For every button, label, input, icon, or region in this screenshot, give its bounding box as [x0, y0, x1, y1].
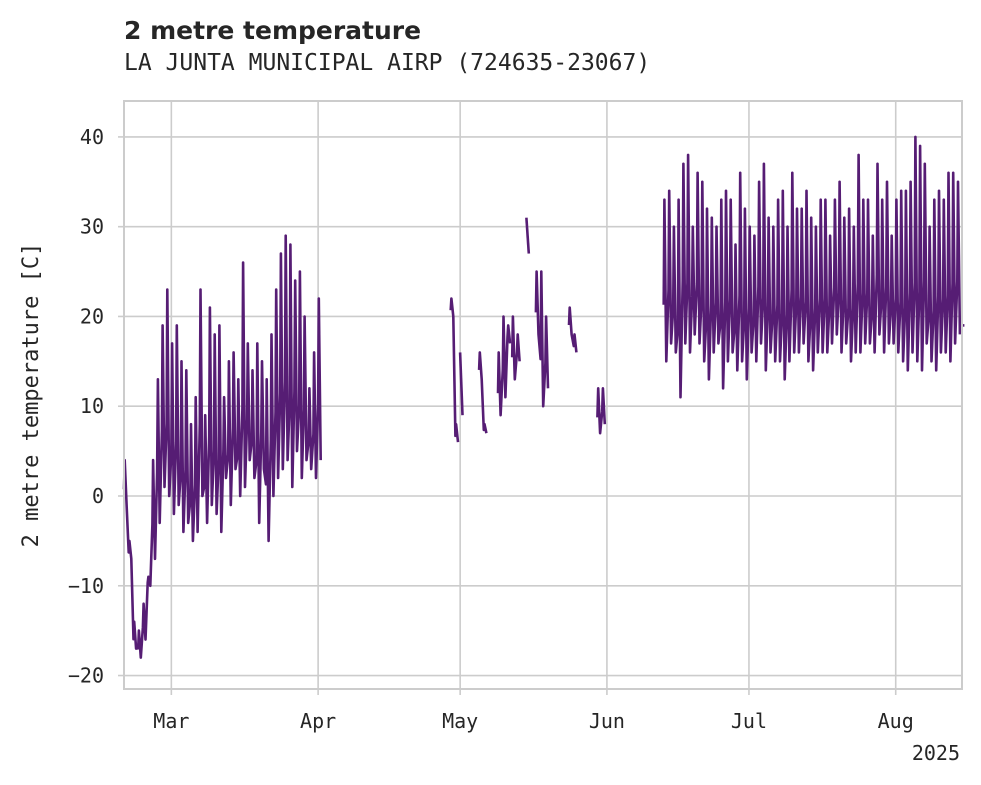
temperature-line-segment — [534, 270, 550, 408]
axis-ticks: −20 −10 0 10 20 30 40 Mar Apr May Jun Jul Aug — [68, 125, 914, 733]
x-tick-label: Jun — [589, 709, 625, 733]
chart-title: 2 metre temperature — [124, 16, 422, 45]
temperature-line-segment — [525, 217, 531, 254]
x-tick-label: Aug — [878, 709, 914, 733]
x-tick-label: Apr — [300, 709, 336, 733]
y-tick-label: −10 — [68, 574, 104, 598]
y-tick-label: 30 — [80, 215, 104, 239]
y-tick-label: 40 — [80, 125, 104, 149]
temperature-line-segment — [477, 351, 488, 434]
data-series — [122, 135, 965, 659]
x-tick-label: Jul — [731, 709, 767, 733]
temperature-line-segment — [510, 315, 521, 381]
y-axis-label: 2 metre temperature [C] — [19, 243, 44, 548]
temperature-line-segment — [662, 135, 962, 399]
temperature-line-segment — [567, 306, 578, 353]
temperature-line-segment — [449, 297, 460, 443]
y-tick-label: −20 — [68, 664, 104, 688]
temperature-line-segment — [122, 234, 322, 659]
y-tick-label: 20 — [80, 304, 104, 328]
y-tick-label: 0 — [92, 484, 104, 508]
plot-frame — [123, 100, 963, 690]
temperature-line-segment — [496, 315, 512, 417]
temperature-line-segment — [596, 387, 607, 435]
chart-subtitle: LA JUNTA MUNICIPAL AIRP (724635-23067) — [124, 50, 651, 76]
x-axis-year-label: 2025 — [912, 741, 960, 765]
x-tick-label: Mar — [153, 709, 189, 733]
temperature-line-segment — [458, 352, 464, 416]
x-tick-label: May — [442, 709, 478, 733]
y-tick-label: 10 — [80, 394, 104, 418]
